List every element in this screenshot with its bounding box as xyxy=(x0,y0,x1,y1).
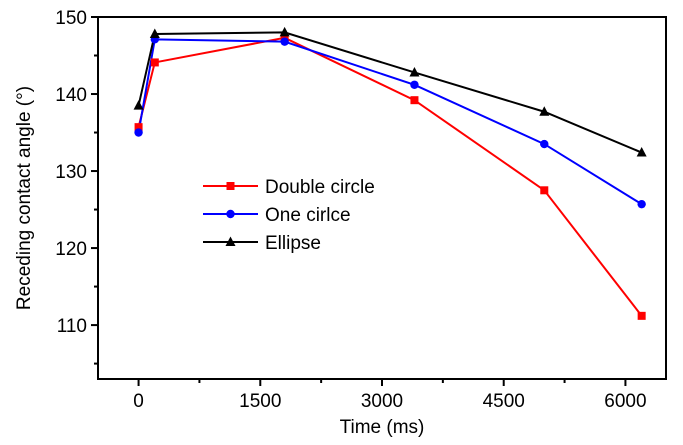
data-point-one-cirlce xyxy=(637,199,646,209)
data-point-double-circle xyxy=(134,123,143,132)
x-tick-label: 6000 xyxy=(604,391,646,412)
y-tick-label: 120 xyxy=(55,239,87,260)
data-point-one-cirlce xyxy=(410,80,419,89)
x-tick-label: 3000 xyxy=(361,391,403,412)
data-point-one-cirlce xyxy=(134,128,143,137)
data-point-ellipse xyxy=(636,147,647,157)
legend-marker-one-cirlce xyxy=(226,209,235,219)
data-point-one-cirlce xyxy=(540,139,549,149)
legend-marker-double-circle xyxy=(226,182,235,190)
data-point-ellipse xyxy=(149,28,160,38)
y-tick-label: 150 xyxy=(55,8,87,29)
legend-label-one-cirlce: One cirlce xyxy=(265,205,351,226)
series-line-one-cirlce xyxy=(137,38,643,206)
x-tick-label: 4500 xyxy=(483,391,525,412)
x-axis-title: Time (ms) xyxy=(340,417,425,438)
y-axis-title: Receding contact angle (°) xyxy=(14,86,35,310)
y-tick-label: 110 xyxy=(57,316,87,337)
data-point-ellipse xyxy=(133,100,144,110)
x-tick-label: 0 xyxy=(133,391,144,412)
series-line-double-circle xyxy=(137,36,643,317)
y-tick-label: 130 xyxy=(55,162,87,183)
y-tick-labels: 110 120 130 140 150 xyxy=(55,8,87,337)
legend: Double circle One cirlce Ellipse xyxy=(203,177,375,254)
legend-label-ellipse: Ellipse xyxy=(265,233,321,254)
series-markers xyxy=(133,26,647,320)
data-point-double-circle xyxy=(540,186,549,195)
x-tick-label: 1500 xyxy=(239,391,281,412)
data-point-one-cirlce xyxy=(280,37,289,46)
data-point-double-circle xyxy=(150,58,159,67)
x-tick-labels: 0 1500 3000 4500 6000 xyxy=(133,391,646,412)
legend-marker-ellipse xyxy=(225,236,236,246)
series-lines xyxy=(137,31,643,317)
plot-frame xyxy=(97,16,667,380)
data-point-ellipse xyxy=(409,66,420,77)
y-tick-label: 140 xyxy=(55,85,87,106)
legend-label-double-circle: Double circle xyxy=(265,177,375,198)
series-line-ellipse xyxy=(137,31,643,154)
data-point-double-circle xyxy=(637,311,646,320)
data-point-ellipse xyxy=(539,106,550,116)
data-point-ellipse xyxy=(279,26,290,37)
data-point-double-circle xyxy=(410,96,419,105)
